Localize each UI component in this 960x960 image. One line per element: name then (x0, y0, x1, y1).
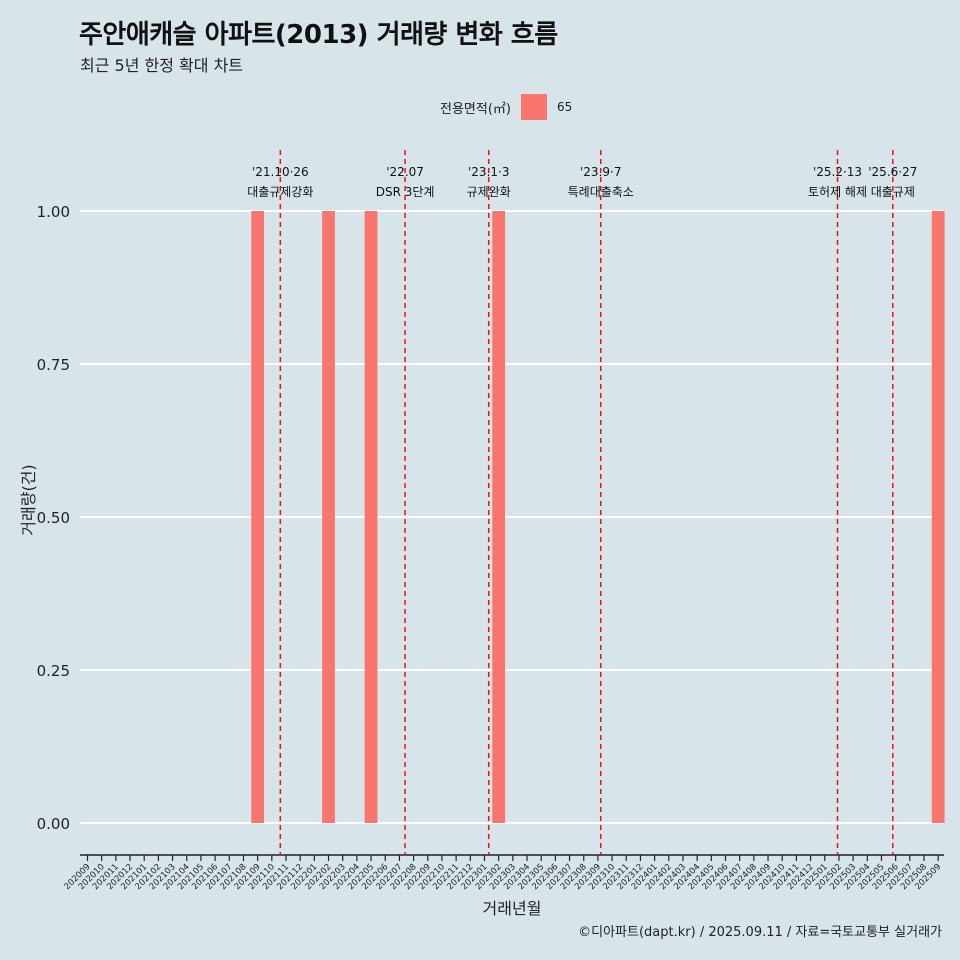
y-axis-title: 거래량(건) (19, 464, 38, 535)
legend-key-65 (520, 94, 547, 120)
legend-label-65: 65 (556, 100, 573, 114)
y-tick-label: 0.75 (37, 356, 70, 374)
y-tick-label: 1.00 (37, 203, 70, 221)
bar-202302 (492, 211, 506, 823)
x-axis-title: 거래년월 (483, 899, 542, 918)
event-date-label: '23.9·7 (580, 165, 621, 179)
source-caption: ©디아파트(dapt.kr) / 2025.09.11 / 자료=국토교통부 실… (578, 925, 942, 940)
bar-202202 (322, 211, 335, 823)
event-name-label: DSR 3단계 (376, 185, 435, 199)
legend-title: 전용면적(㎡) (440, 101, 511, 117)
event-date-label: '21.10·26 (252, 165, 309, 179)
legend: 전용면적(㎡) 65 (440, 93, 572, 121)
bar-202109 (251, 211, 265, 823)
event-name-label: 규제완화 (467, 185, 511, 199)
y-tick-label: 0.00 (37, 815, 70, 833)
y-tick-label: 0.50 (37, 509, 70, 527)
event-name-label: 특례대출축소 (568, 185, 634, 199)
y-tick-label: 0.25 (37, 662, 70, 680)
chart-title: 주안애캐슬 아파트(2013) 거래량 변화 흐름 (79, 20, 558, 50)
event-date-label: '22.07 (386, 165, 424, 179)
bar-202509 (931, 211, 945, 823)
event-date-label: '23.1·3 (468, 165, 509, 179)
chart-subtitle: 최근 5년 한정 확대 차트 (80, 56, 244, 75)
event-date-label: '25.2·13 (813, 165, 862, 179)
event-name-label: 대출규제강화 (247, 185, 313, 199)
event-date-label: '25.6·27 (868, 165, 917, 179)
event-name-label: 토허제 해제 (808, 185, 867, 199)
bar-202205 (364, 211, 378, 823)
event-name-label: 대출규제 (871, 185, 915, 199)
